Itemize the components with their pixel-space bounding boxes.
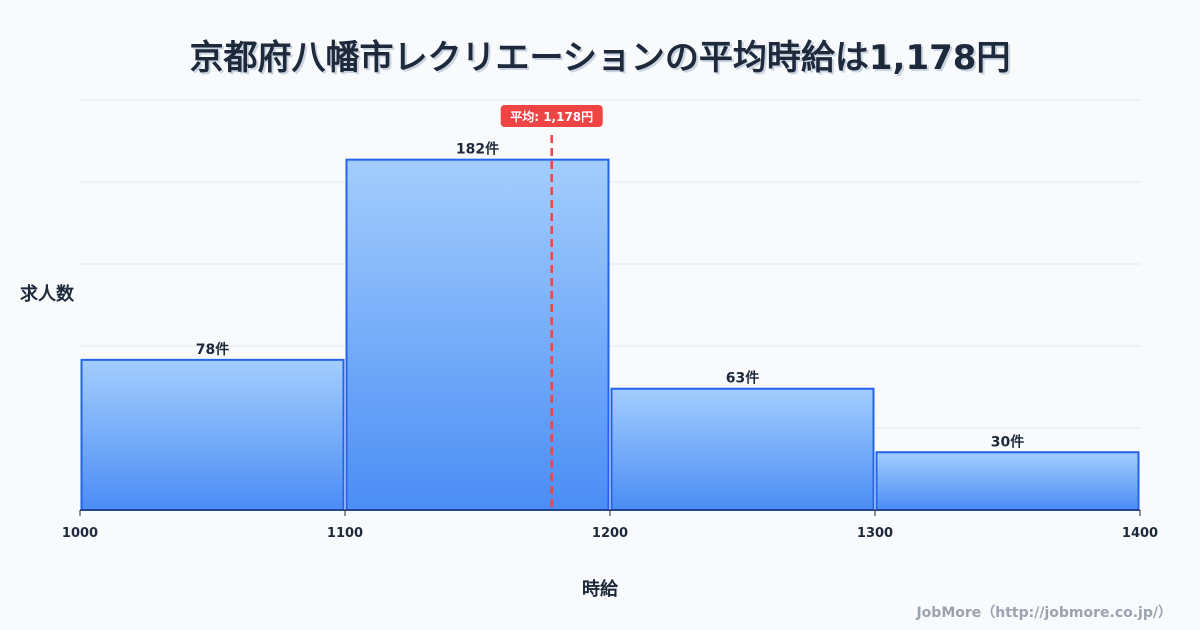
histogram-bar	[875, 451, 1140, 511]
bar-value-label: 78件	[196, 341, 229, 358]
histogram-bar	[610, 387, 875, 511]
histogram-bar	[345, 158, 610, 511]
x-tick-label: 1400	[1122, 526, 1158, 541]
histogram-bar	[80, 358, 345, 511]
chart-title: 京都府八幡市レクリエーションの平均時給は1,178円	[189, 38, 1011, 78]
mean-label: 平均: 1,178円	[510, 109, 593, 124]
y-axis-label: 求人数	[20, 284, 74, 305]
bar-value-label: 182件	[456, 141, 499, 158]
bar-value-label: 30件	[991, 433, 1024, 450]
mean-label-box	[500, 105, 603, 127]
x-tick-label: 1300	[857, 526, 893, 541]
x-tick-label: 1200	[592, 526, 628, 541]
credit-text: JobMore（http://jobmore.co.jp/）	[916, 605, 1172, 621]
x-tick-label: 1000	[62, 526, 98, 541]
x-axis-label: 時給	[582, 579, 618, 600]
x-tick-label: 1100	[327, 526, 363, 541]
bar-value-label: 63件	[726, 370, 759, 387]
